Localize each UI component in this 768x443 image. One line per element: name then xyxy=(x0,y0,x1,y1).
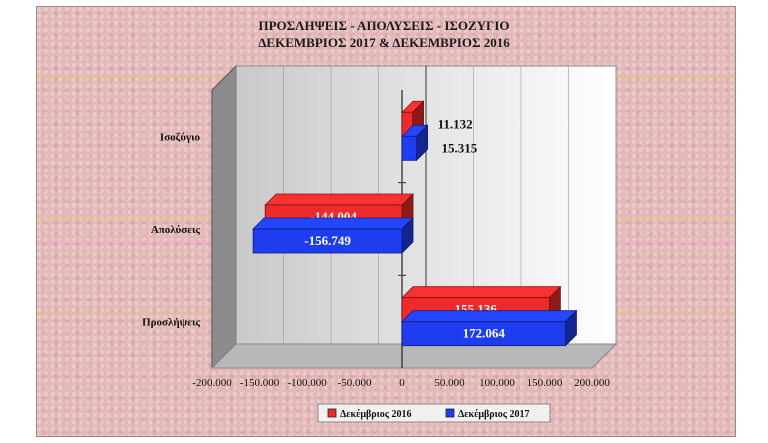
x-tick-label: 150.000 xyxy=(527,377,563,389)
chart-title-line: ΔΕΚΕΜΒΡΙΟΣ 2017 & ΔΕΚΕΜΒΡΙΟΣ 2016 xyxy=(258,35,510,50)
plot-side-wall xyxy=(211,64,237,370)
x-tick-label: 0 xyxy=(399,377,405,389)
data-label: 15.315 xyxy=(442,140,478,155)
bar-top-face xyxy=(252,217,414,230)
data-label: -156.749 xyxy=(304,233,351,248)
legend-box xyxy=(317,403,551,423)
x-tick-label: -100.000 xyxy=(287,377,327,389)
x-tick-label: -200.000 xyxy=(192,377,232,389)
plot-floor xyxy=(210,343,618,369)
bar-top-face xyxy=(401,286,562,299)
x-tick-label: 200.000 xyxy=(574,377,610,389)
legend-swatch xyxy=(445,408,455,418)
x-tick-label: -150.000 xyxy=(240,377,280,389)
chart-title-line: ΠΡΟΣΛΗΨΕΙΣ - ΑΠΟΛΥΣΕΙΣ - ΙΣΟΖΥΓΙΟ xyxy=(258,18,509,33)
bar-top-face xyxy=(401,310,578,323)
bar xyxy=(252,228,403,254)
category-label: Προσλήψεις xyxy=(142,317,200,329)
bar xyxy=(401,135,417,161)
x-tick-label: -50.000 xyxy=(338,377,372,389)
bar xyxy=(401,321,566,347)
bar-top-face xyxy=(264,193,414,206)
category-label: Απολύσεις xyxy=(151,224,201,236)
legend-entry: Δεκέμβριος 2016 xyxy=(340,409,411,420)
legend-swatch xyxy=(327,408,337,418)
category-label: Ισοζύγιο xyxy=(160,131,201,143)
data-label: 11.132 xyxy=(438,116,473,131)
x-tick-label: 50.000 xyxy=(434,377,465,389)
data-label: 172.064 xyxy=(463,326,506,341)
x-tick-label: 100.000 xyxy=(479,377,515,389)
legend-entry: Δεκέμβριος 2017 xyxy=(458,409,529,420)
